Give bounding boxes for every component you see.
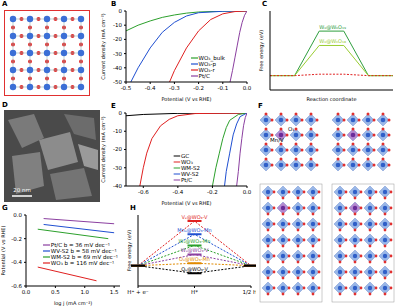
svg-text:-0.6: -0.6	[138, 189, 149, 195]
svg-text:Wₛ@WO₃-Mn: Wₛ@WO₃-Mn	[179, 238, 211, 244]
svg-text:Mn/V: Mn/V	[270, 137, 284, 143]
html-text:WO₃-p: WO₃-p	[198, 61, 216, 67]
svg-text:H⁺ + e⁻: H⁺ + e⁻	[127, 289, 149, 295]
svg-text:Potential (V vs RHE): Potential (V vs RHE)	[162, 200, 212, 206]
svg-text:0.0: 0.0	[243, 85, 252, 91]
svg-text:Potential (V vs RHE): Potential (V vs RHE)	[162, 96, 212, 102]
html-text:WV-S2: WV-S2	[180, 171, 199, 177]
svg-text:log j (mA cm⁻²): log j (mA cm⁻²)	[54, 300, 92, 306]
html-text:WM-S2 b = 69 mV dec⁻¹: WM-S2 b = 69 mV dec⁻¹	[50, 254, 118, 260]
svg-text:Free energy (eV): Free energy (eV)	[258, 30, 265, 72]
svg-text:-20: -20	[113, 36, 122, 42]
svg-text:W₀@W₆O₁₉: W₀@W₆O₁₉	[319, 24, 346, 30]
svg-text:-0.4: -0.4	[145, 85, 156, 91]
svg-text:-10: -10	[113, 22, 122, 28]
svg-text:Mnₛ@WO₃-Mn: Mnₛ@WO₃-Mn	[177, 227, 212, 233]
html-text:H: H	[130, 204, 136, 212]
svg-text:-20: -20	[113, 146, 122, 152]
html-text:Pt/C b = 36 mV dec⁻¹: Pt/C b = 36 mV dec⁻¹	[50, 242, 110, 248]
svg-text:-0.1: -0.1	[217, 85, 228, 91]
svg-text:Oₛ@WO₃-V: Oₛ@WO₃-V	[181, 266, 208, 272]
svg-text:0.0: 0.0	[243, 189, 252, 195]
svg-text:Oₛ@WO₃-Mn: Oₛ@WO₃-Mn	[179, 256, 210, 262]
svg-text:Free energy (eV): Free energy (eV)	[126, 230, 133, 272]
svg-text:-0.2: -0.2	[193, 85, 204, 91]
html-text:WO₃-r: WO₃-r	[198, 67, 215, 73]
svg-text:-40: -40	[113, 183, 122, 189]
html-text:GC: GC	[180, 153, 189, 159]
html-text:E: E	[111, 102, 116, 110]
html-text:C: C	[262, 0, 268, 8]
svg-text:-30: -30	[113, 51, 122, 57]
svg-text:Wₛ@WO₃-V: Wₛ@WO₃-V	[181, 247, 209, 253]
svg-text:0.5: 0.5	[51, 289, 60, 295]
svg-text:0: 0	[119, 8, 123, 14]
html-text:WO₃_bulk: WO₃_bulk	[198, 55, 225, 61]
svg-text:O₁: O₁	[288, 126, 295, 132]
svg-text:W₀@W₆O₁₈: W₀@W₆O₁₈	[319, 38, 346, 44]
html-text:WO₃: WO₃	[180, 159, 193, 165]
svg-text:Current density (mA cm⁻²): Current density (mA cm⁻²)	[100, 116, 107, 182]
html-text:WO₃ b = 116 mV dec⁻¹: WO₃ b = 116 mV dec⁻¹	[50, 260, 115, 266]
svg-text:-0.4: -0.4	[11, 259, 22, 265]
svg-text:Current density (mA cm⁻²): Current density (mA cm⁻²)	[100, 13, 107, 79]
svg-text:0.0: 0.0	[22, 289, 31, 295]
svg-text:-0.2: -0.2	[11, 236, 22, 242]
svg-text:1.5: 1.5	[110, 289, 119, 295]
svg-text:20 nm: 20 nm	[13, 187, 31, 193]
svg-text:1.0: 1.0	[80, 289, 89, 295]
svg-text:-50: -50	[113, 79, 122, 85]
html-text:Pt/C: Pt/C	[198, 73, 210, 79]
html-text:F: F	[258, 102, 263, 110]
html-text:B: B	[111, 0, 117, 8]
svg-text:-0.2: -0.2	[207, 189, 218, 195]
svg-text:Vₛ@WO₃-V: Vₛ@WO₃-V	[181, 214, 208, 220]
html-text:A: A	[2, 0, 8, 8]
html-text:WV-S2 b = 58 mV dec⁻¹: WV-S2 b = 58 mV dec⁻¹	[50, 248, 117, 254]
svg-text:Reaction coordinate: Reaction coordinate	[307, 96, 357, 102]
svg-text:0: 0	[119, 110, 123, 116]
svg-text:-0.6: -0.6	[11, 283, 22, 289]
html-text:Pt/C: Pt/C	[180, 177, 193, 183]
svg-text:-0.3: -0.3	[169, 85, 180, 91]
html-text:D: D	[2, 101, 8, 109]
html-text:G: G	[2, 204, 8, 212]
svg-text:-10: -10	[113, 128, 122, 134]
svg-text:-0.4: -0.4	[172, 189, 183, 195]
svg-text:H*: H*	[191, 289, 198, 295]
svg-text:-30: -30	[113, 165, 122, 171]
svg-text:0.0: 0.0	[13, 212, 22, 218]
html-text:WM-S2: WM-S2	[180, 165, 201, 171]
svg-text:-0.5: -0.5	[121, 85, 132, 91]
svg-text:-40: -40	[113, 65, 122, 71]
svg-text:1/2 H₂: 1/2 H₂	[243, 289, 256, 295]
